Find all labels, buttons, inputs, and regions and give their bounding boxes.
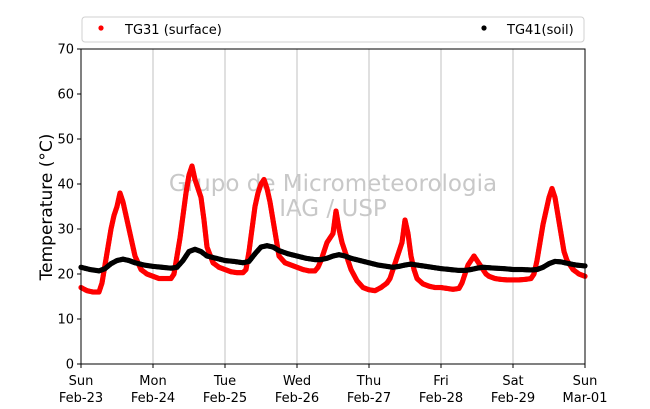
y-tick-label: 70 <box>57 43 74 58</box>
x-tick-label-day: Tue <box>213 374 236 389</box>
x-tick-label-date: Mar-01 <box>563 391 608 406</box>
x-tick-label-date: Feb-23 <box>59 391 103 406</box>
legend-label-tg31: TG31 (surface) <box>124 23 222 38</box>
y-tick-label: 0 <box>66 358 74 373</box>
x-tick-label-date: Feb-24 <box>131 391 175 406</box>
x-tick-label-day: Fri <box>433 374 449 389</box>
legend-box <box>81 16 585 43</box>
legend-label-tg41: TG41(soil) <box>506 23 574 38</box>
x-tick-label-day: Mon <box>139 374 166 389</box>
data-points <box>78 163 588 295</box>
watermark: Grupo de Micrometeorologia IAG / USP <box>169 171 497 222</box>
gridlines <box>152 49 514 364</box>
x-tick-label-day: Sat <box>502 374 523 389</box>
y-axis-title: Temperature (°C) <box>37 134 57 282</box>
y-tick-label: 50 <box>57 133 74 148</box>
legend-marker-tg41 <box>481 25 487 31</box>
y-tick-label: 20 <box>57 268 74 283</box>
x-tick-label-date: Feb-29 <box>491 391 535 406</box>
x-tick-label-day: Sun <box>573 374 598 389</box>
y-tick-label: 10 <box>57 313 74 328</box>
x-axis-ticks: Sun Feb-23 Mon Feb-24 Tue Feb-25 Wed Feb-26 Thu F… <box>59 364 608 406</box>
y-tick-label: 30 <box>57 223 74 238</box>
x-tick-label-date: Feb-25 <box>203 391 247 406</box>
y-tick-label: 40 <box>57 178 74 193</box>
y-axis-ticks: 0 10 20 30 40 50 60 70 <box>57 43 81 373</box>
x-tick-label-date: Feb-27 <box>347 391 391 406</box>
watermark-line-1: Grupo de Micrometeorologia <box>169 171 497 197</box>
x-tick-label-day: Wed <box>283 374 311 389</box>
y-tick-label: 60 <box>57 88 74 103</box>
x-tick-label-date: Feb-28 <box>419 391 463 406</box>
plot-frame <box>80 48 586 365</box>
x-tick-label-date: Feb-26 <box>275 391 319 406</box>
legend-marker-tg31 <box>98 25 104 31</box>
x-tick-label-day: Sun <box>69 374 94 389</box>
legend: TG31 (surface) TG41(soil) <box>81 16 585 43</box>
x-tick-label-day: Thu <box>356 374 381 389</box>
